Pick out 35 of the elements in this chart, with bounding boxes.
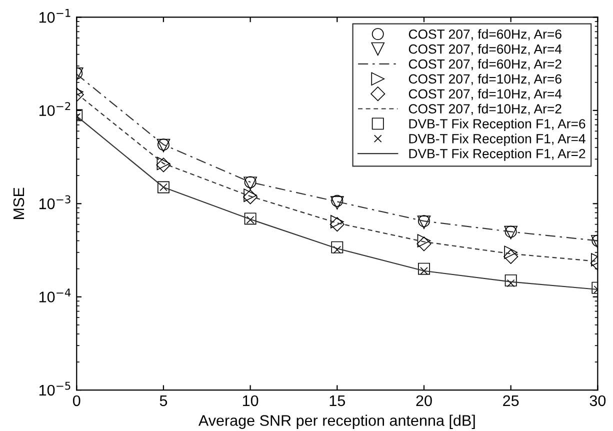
legend-label: COST 207, fd=10Hz, Ar=4	[408, 88, 562, 100]
x-tick-label: 30	[590, 395, 606, 406]
point	[330, 215, 344, 228]
legend-label: DVB-T Fix Reception F1, Ar=2	[409, 148, 586, 161]
point	[244, 212, 256, 225]
point	[331, 241, 344, 254]
y-tick-label: 10$^{−3}$	[39, 195, 70, 210]
x-tick-label: 10	[242, 395, 258, 406]
legend-label: DVB-T Fix Reception F1, Ar=4	[409, 134, 586, 146]
legend-label: COST 207, fd=60Hz, Ar=4	[408, 44, 562, 56]
point	[504, 249, 518, 264]
point	[416, 236, 432, 252]
legend-label: COST 207, fd=60Hz, Ar=6	[408, 29, 562, 40]
x-tick-label: 0	[72, 395, 80, 406]
y-tick-label: 10$^{−1}$	[39, 9, 70, 23]
point	[504, 246, 518, 260]
point	[330, 217, 344, 232]
x-axis-title: Average SNR per reception antenna [dB]	[198, 414, 475, 429]
point	[504, 274, 517, 286]
x-tick-label: 5	[160, 395, 168, 406]
x-tick-label: 15	[330, 395, 346, 406]
legend-label: DVB-T Fix Reception F1, Ar=6	[409, 118, 586, 132]
legend-label: COST 207, fd=60Hz, Ar=2	[408, 58, 562, 70]
x-tick-label: 20	[416, 395, 432, 406]
point	[331, 194, 344, 207]
x-tick-label: 25	[503, 395, 519, 406]
y-axis-title: MSE	[13, 188, 24, 219]
legend-label: COST 207, fd=10Hz, Ar=6	[408, 74, 562, 86]
point	[417, 234, 431, 248]
legend-label: COST 207, fd=10Hz, Ar=2	[408, 104, 562, 116]
point	[418, 262, 430, 275]
point	[330, 196, 344, 210]
y-tick-label: 10$^{−2}$	[39, 102, 70, 116]
y-tick-label: 10$^{−4}$	[39, 288, 71, 302]
y-tick-label: 10$^{−5}$	[39, 382, 70, 396]
